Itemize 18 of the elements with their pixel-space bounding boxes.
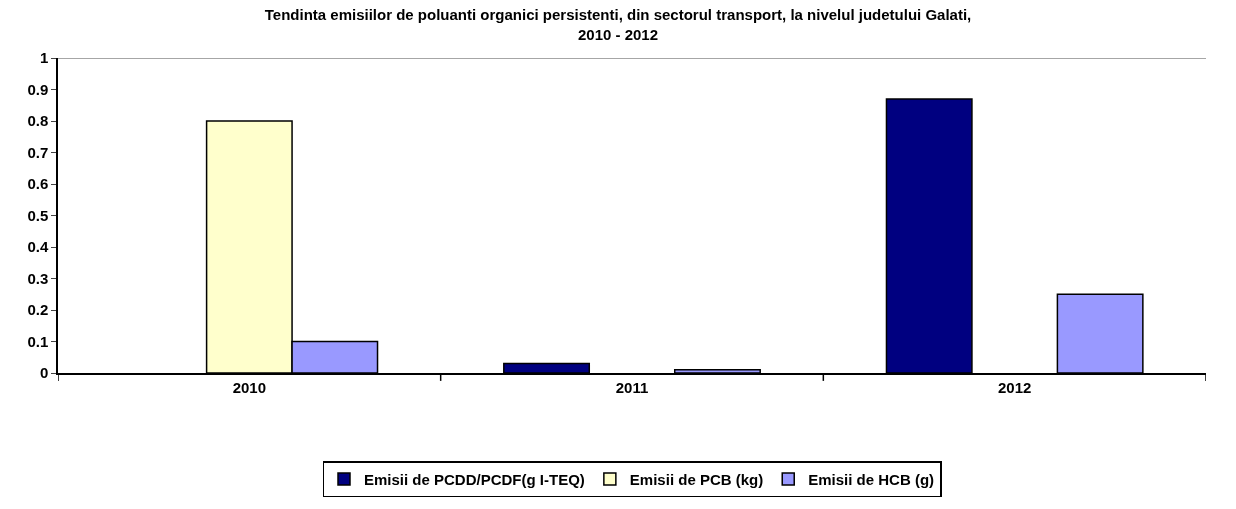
y-tick-label: 0.4	[27, 238, 49, 256]
x-tick-label: 2012	[997, 378, 1032, 396]
y-tick-label: 0.8	[27, 112, 49, 130]
chart-title: Tendinta emisiilor de poluanti organici persistenti, din sectorul transport, la nivelul judetului Galati, 2010 - 2012	[264, 6, 972, 43]
y-tick-label: 0.7	[27, 143, 49, 161]
y-tick-label: 1	[39, 49, 49, 67]
x-tick-label: 2011	[615, 378, 649, 396]
x-tick-label: 2010	[232, 378, 267, 396]
legend-label: Emisii de PCB (kg)	[629, 470, 764, 488]
y-tick-label: 0.2	[27, 301, 49, 319]
y-tick-label: 0.1	[27, 332, 49, 350]
y-tick-label: 0.3	[27, 269, 49, 287]
y-tick-label: 0.6	[27, 175, 49, 193]
legend-label: Emisii de PCDD/PCDF(g I-TEQ)	[364, 470, 585, 488]
y-tick-label: 0	[39, 364, 49, 382]
legend-label: Emisii de HCB (g)	[808, 470, 935, 488]
y-tick-label: 0.9	[27, 80, 49, 98]
y-tick-label: 0.5	[27, 206, 49, 224]
